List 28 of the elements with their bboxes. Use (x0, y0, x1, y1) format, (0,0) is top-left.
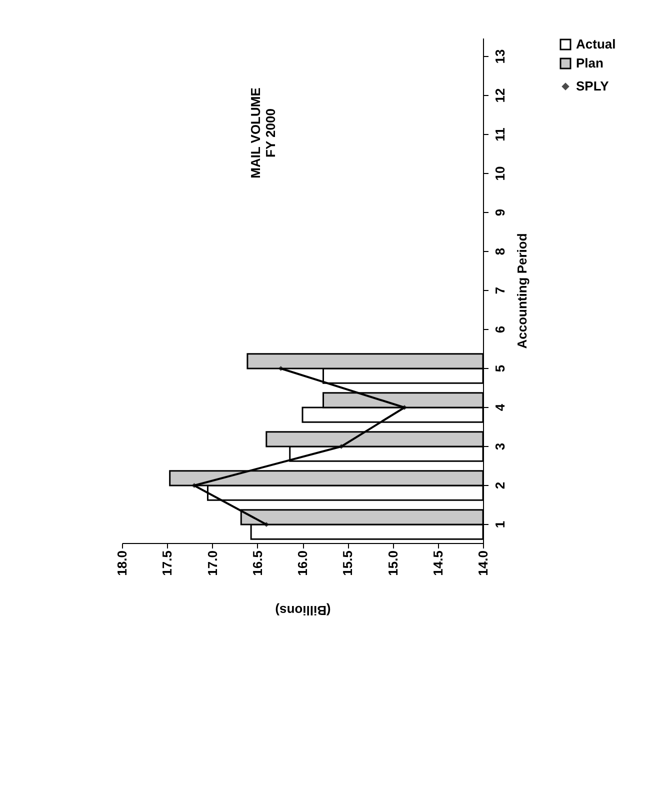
x-tick-label: 17.5 (160, 550, 175, 576)
legend-label: Actual (576, 36, 616, 52)
y-tick-label: 1 (492, 520, 508, 528)
y-tick-label: 12 (492, 88, 508, 103)
y-axis-title: Accounting Period (514, 233, 530, 349)
y-tick-label: 9 (492, 208, 508, 216)
x-tick-label: 15.5 (340, 550, 356, 576)
y-tick-label: 10 (492, 166, 508, 181)
y-tick-label: 2 (492, 482, 508, 490)
y-tick-label: 5 (492, 364, 508, 372)
x-tick-label: 18.0 (114, 550, 130, 576)
x-tick-label: 16.5 (250, 550, 265, 576)
x-tick-label: 15.0 (385, 550, 400, 576)
x-tick-label: 16.0 (295, 550, 310, 576)
y-tick-label: 6 (492, 326, 508, 334)
y-tick-label: 7 (492, 286, 508, 294)
x-tick-label: 14.0 (476, 550, 490, 576)
x-axis-title: (Billions) (275, 602, 331, 618)
legend-label: SPLY (576, 78, 610, 94)
y-tick-label: 4 (492, 403, 508, 412)
x-tick-label: 14.5 (430, 550, 446, 576)
y-tick-label: 3 (492, 442, 508, 450)
text: MAIL VOLUME FY 2000 (248, 87, 278, 178)
legend-label: Plan (576, 56, 604, 70)
y-tick-label: 13 (492, 49, 508, 64)
y-tick-label: 11 (492, 128, 508, 142)
y-tick-label: 8 (492, 248, 508, 256)
x-tick-label: 17.0 (204, 550, 220, 576)
